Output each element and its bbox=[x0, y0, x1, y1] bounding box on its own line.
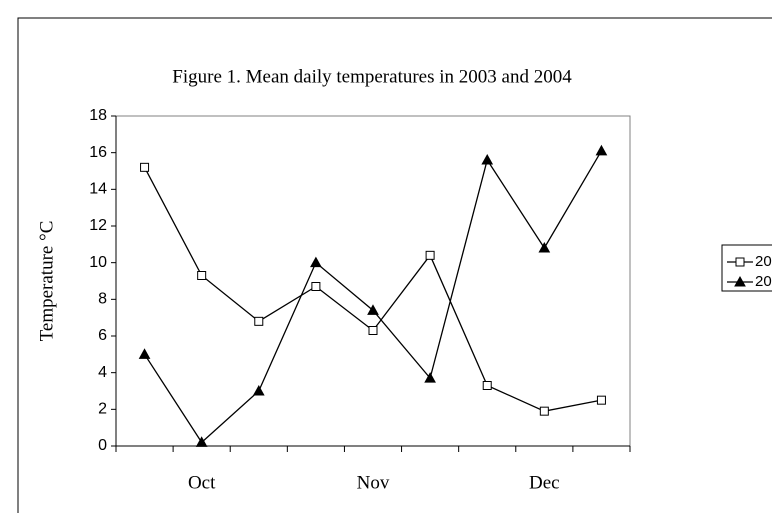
y-tick-label: 4 bbox=[98, 364, 107, 381]
marker bbox=[425, 250, 435, 260]
x-tick-label: Oct bbox=[188, 472, 216, 493]
chart-frame bbox=[17, 17, 772, 513]
marker bbox=[254, 316, 264, 326]
legend-label: 2003 bbox=[755, 253, 772, 270]
marker bbox=[539, 406, 549, 416]
marker bbox=[367, 304, 379, 315]
x-tick-label: Dec bbox=[529, 472, 560, 493]
legend-box bbox=[721, 244, 772, 292]
y-tick-label: 8 bbox=[98, 291, 107, 308]
chart-title: Figure 1. Mean daily temperatures in 200… bbox=[172, 66, 572, 87]
y-tick-label: 16 bbox=[89, 144, 107, 161]
marker bbox=[138, 348, 151, 359]
marker bbox=[481, 153, 494, 165]
marker bbox=[538, 241, 551, 253]
y-tick-label: 10 bbox=[89, 254, 107, 271]
marker bbox=[252, 384, 265, 396]
y-axis-label: Temperature °C bbox=[36, 221, 57, 342]
marker bbox=[368, 326, 378, 335]
x-tick-label: Nov bbox=[357, 472, 390, 493]
y-tick-label: 14 bbox=[89, 181, 107, 198]
legend-label: 2004 bbox=[755, 273, 772, 290]
y-tick-label: 0 bbox=[98, 437, 107, 454]
marker bbox=[595, 144, 608, 156]
marker bbox=[197, 271, 207, 280]
marker bbox=[424, 372, 436, 383]
marker bbox=[735, 257, 745, 267]
marker bbox=[311, 282, 321, 291]
y-tick-label: 6 bbox=[98, 327, 107, 344]
marker bbox=[482, 381, 492, 390]
y-tick-label: 2 bbox=[98, 401, 107, 418]
marker bbox=[734, 275, 746, 287]
marker bbox=[140, 162, 150, 172]
marker bbox=[310, 256, 322, 268]
y-tick-label: 12 bbox=[89, 217, 107, 234]
marker bbox=[195, 436, 208, 447]
y-tick-label: 18 bbox=[89, 107, 107, 124]
marker bbox=[596, 395, 606, 405]
